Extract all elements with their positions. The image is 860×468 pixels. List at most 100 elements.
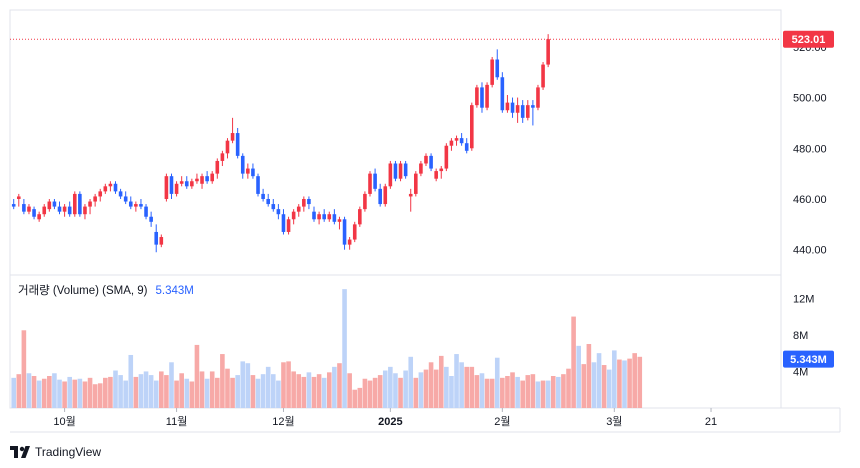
candle-body: [439, 168, 444, 172]
candle-body: [419, 163, 423, 174]
volume-bar: [398, 377, 403, 408]
candle-body: [337, 219, 342, 222]
volume-bar: [520, 380, 525, 408]
volume-bar: [67, 376, 72, 408]
candle-body: [383, 186, 388, 205]
volume-bar: [159, 371, 164, 408]
volume-bar: [174, 380, 179, 408]
candle-body: [470, 105, 474, 149]
volume-legend[interactable]: 거래량 (Volume) (SMA, 9) 5.343M: [18, 284, 194, 297]
tradingview-logo-icon: [10, 446, 30, 458]
price-tick-label: 500.00: [793, 93, 827, 105]
volume-bar: [576, 345, 581, 408]
candle-body: [37, 214, 41, 220]
candle-body: [291, 211, 296, 220]
sma-badge: [783, 350, 834, 368]
volume-bar: [92, 384, 98, 408]
candle-body: [398, 163, 403, 179]
candle-body: [342, 219, 347, 245]
volume-bar: [133, 376, 139, 408]
time-tick-label: 12월: [272, 415, 294, 428]
volume-bar: [581, 364, 587, 408]
candle-body: [434, 171, 438, 179]
volume-bar: [372, 377, 378, 408]
volume-bar: [245, 363, 251, 408]
volume-bar: [627, 358, 632, 408]
candle-body: [388, 163, 393, 187]
volume-bar: [418, 372, 424, 408]
volume-bar: [296, 374, 302, 408]
candle-body: [83, 206, 87, 215]
candle-body: [266, 198, 270, 205]
volume-bar: [586, 344, 592, 408]
candle-body: [485, 84, 489, 108]
volume-bar: [11, 377, 16, 408]
volume-bar: [62, 381, 67, 408]
volume-bar: [403, 370, 408, 408]
volume-bar: [230, 377, 235, 408]
volume-bar: [332, 366, 337, 408]
volume-bar: [474, 375, 480, 408]
time-tick-label: 2월: [494, 415, 510, 428]
volume-bar: [148, 375, 154, 408]
candle-body: [281, 214, 286, 232]
volume-bar: [337, 363, 342, 408]
candle-body: [184, 181, 189, 187]
volume-bar: [357, 387, 363, 408]
candle-body: [261, 193, 265, 199]
footer-branding[interactable]: TradingView: [10, 443, 101, 461]
chart-frame: [9, 9, 782, 409]
candle-body: [230, 133, 235, 141]
candle-body: [312, 211, 316, 220]
candle-body: [302, 198, 306, 207]
price-tick-label: 440.00: [793, 245, 827, 257]
volume-bar: [26, 373, 32, 408]
candle-body: [515, 105, 520, 113]
candle-body: [67, 206, 72, 215]
volume-bar: [433, 369, 439, 408]
volume-bar: [306, 372, 312, 408]
candle-body: [251, 168, 255, 177]
volume-tick-label: 8M: [793, 330, 808, 342]
candle-body: [195, 178, 199, 182]
volume-bar: [220, 354, 225, 408]
candle-body: [352, 224, 357, 240]
candle-body: [286, 219, 291, 232]
candle-body: [327, 214, 332, 220]
candle-body: [57, 206, 62, 212]
volume-bar: [382, 370, 388, 408]
candle-body: [495, 59, 500, 78]
candle-body: [47, 201, 52, 210]
volume-bar: [21, 330, 27, 408]
candle-body: [373, 173, 377, 189]
volume-bar: [500, 377, 505, 408]
volume-bar: [637, 356, 643, 408]
candle-body: [72, 193, 77, 215]
candle-body: [108, 183, 113, 187]
volume-bar: [540, 380, 546, 408]
volume-bar: [82, 381, 88, 408]
volume-bar: [87, 377, 93, 408]
volume-bar: [556, 376, 561, 408]
candle-body: [363, 193, 367, 210]
volume-bar: [479, 373, 485, 408]
volume-bar: [52, 373, 57, 408]
volume-bar: [515, 376, 520, 408]
candle-body: [505, 102, 510, 111]
candle-body: [62, 206, 67, 212]
volume-bar: [128, 354, 134, 408]
volume-bar: [286, 361, 291, 408]
candle-body: [113, 183, 118, 192]
candle-body: [169, 176, 174, 194]
candle-body: [128, 201, 133, 207]
candle-body: [139, 204, 143, 207]
time-tick-label: 10월: [53, 415, 75, 428]
volume-bar: [47, 376, 52, 408]
candle-body: [475, 87, 479, 106]
volume-bar: [276, 380, 281, 408]
candle-body: [149, 216, 153, 222]
volume-bar: [489, 378, 495, 408]
candle-body: [332, 214, 337, 222]
volume-bar: [596, 353, 602, 408]
